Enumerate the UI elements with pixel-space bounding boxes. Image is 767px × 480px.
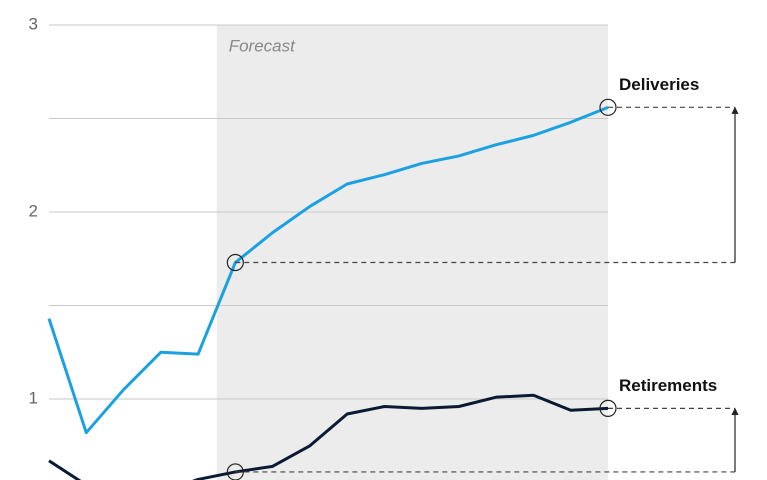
y-tick-label: 3 xyxy=(29,15,38,34)
highlight-point xyxy=(599,399,617,417)
forecast-region xyxy=(216,25,608,480)
series-label: Deliveries xyxy=(619,75,699,94)
highlight-point xyxy=(599,98,617,116)
series-line xyxy=(47,105,609,435)
series-line xyxy=(48,393,609,480)
highlight-point xyxy=(226,253,244,272)
y-tick-label: 2 xyxy=(29,202,38,221)
series-label: Retirements xyxy=(619,376,717,395)
forecast-label: Forecast xyxy=(229,36,296,55)
y-tick-label: 1 xyxy=(29,389,38,408)
